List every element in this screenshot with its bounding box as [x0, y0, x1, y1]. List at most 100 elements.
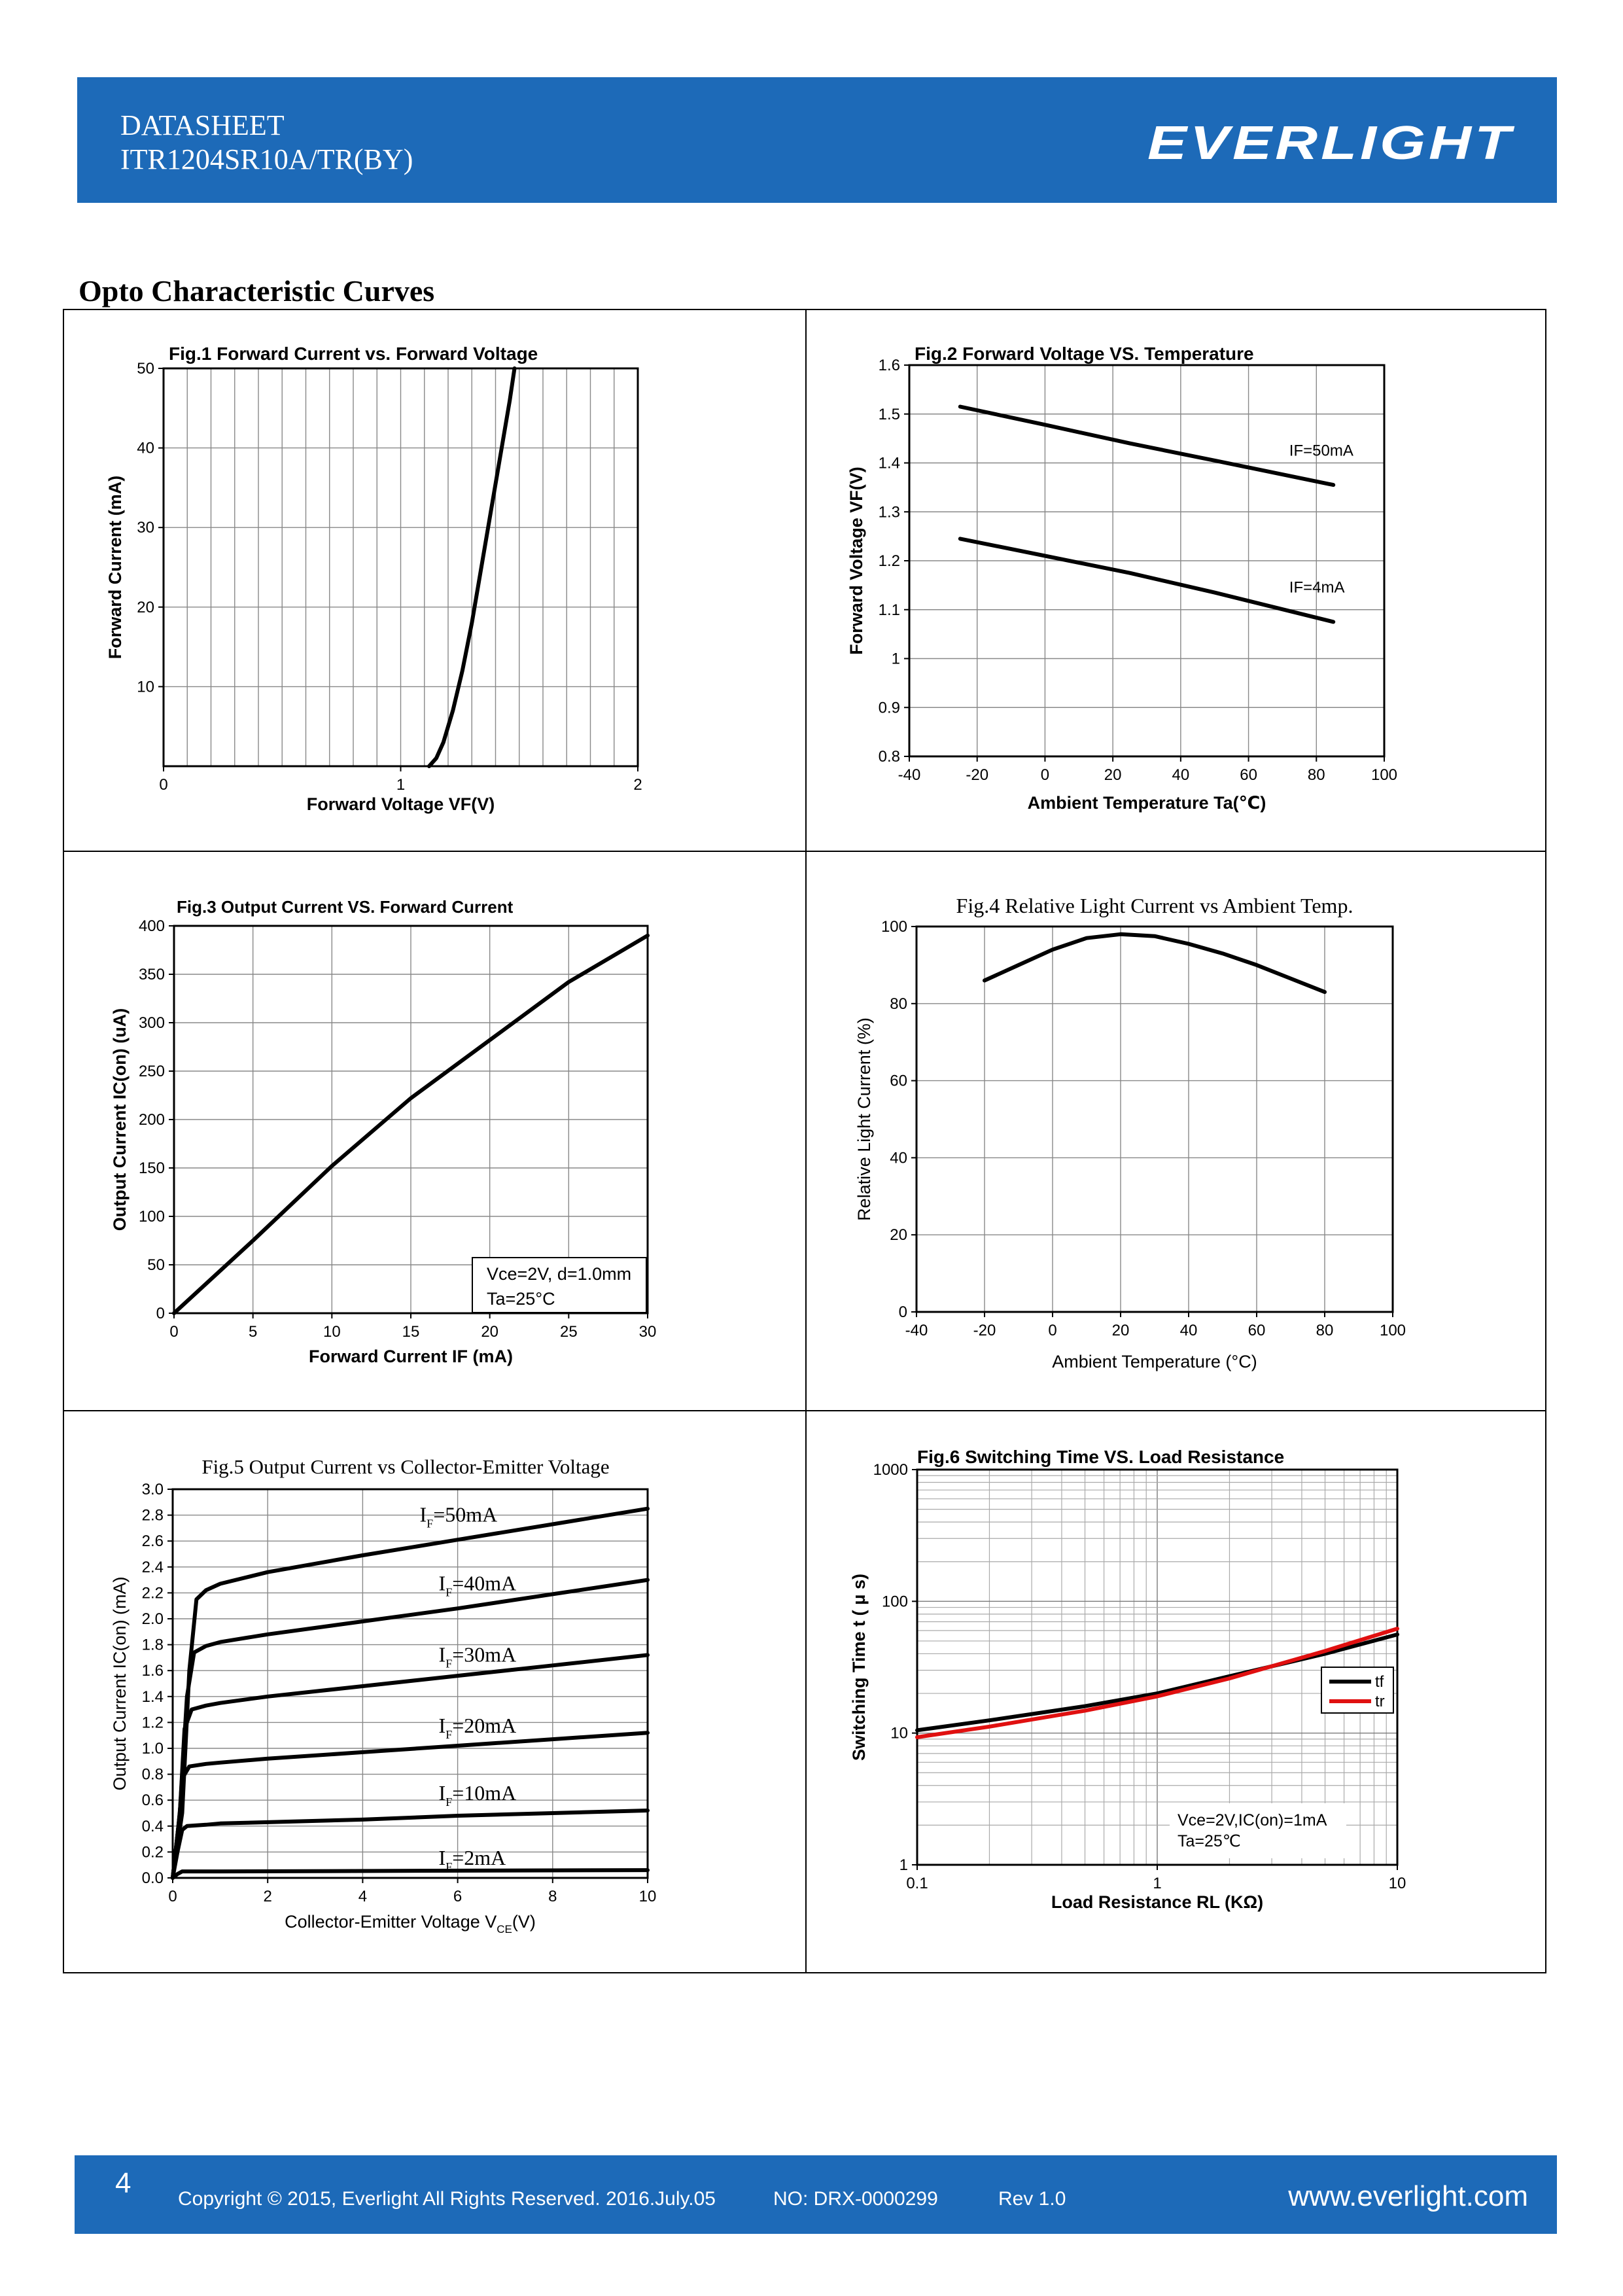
y-tick-label: 50 — [137, 360, 154, 378]
y-tick-label: 2.8 — [142, 1507, 164, 1525]
y-tick-label: 0 — [899, 1303, 907, 1321]
y-tick-label: 1000 — [873, 1461, 908, 1479]
condition-text: Ta=25°C — [487, 1289, 555, 1309]
x-tick-label: 20 — [1112, 1322, 1130, 1339]
y-tick-label: 350 — [139, 966, 165, 983]
y-tick-label: 1.1 — [879, 601, 900, 619]
chart-title: Fig.4 Relative Light Current vs Ambient … — [956, 894, 1353, 917]
everlight-logo: EVERLIGHT — [1147, 117, 1514, 169]
series-line-if — [427, 366, 517, 768]
x-tick-label: 1 — [1153, 1875, 1161, 1892]
grid-divider-row2 — [64, 1410, 1545, 1411]
x-tick-label: 2 — [264, 1888, 272, 1905]
y-axis-label: Output Current IC(on) (uA) — [110, 1008, 130, 1231]
x-tick-label: 0 — [1041, 766, 1049, 784]
x-tick-label: 0 — [169, 1323, 178, 1341]
y-tick-label: 1.5 — [879, 406, 900, 423]
y-tick-label: 1.8 — [142, 1636, 164, 1654]
y-tick-label: 300 — [139, 1014, 165, 1032]
annotation-subscript: F — [445, 1585, 452, 1598]
y-axis-label: Forward Current (mA) — [105, 476, 125, 660]
y-tick-label: 100 — [881, 918, 907, 936]
condition-text: Ta=25℃ — [1178, 1832, 1241, 1850]
chart-title: Fig.5 Output Current vs Collector-Emitte… — [201, 1455, 609, 1478]
x-tick-label: 15 — [402, 1323, 420, 1341]
x-tick-label: 25 — [560, 1323, 578, 1341]
condition-box — [472, 1257, 647, 1313]
y-tick-label: 20 — [137, 599, 154, 616]
x-axis-label-unit: (V) — [512, 1912, 536, 1932]
series-line-if-50ma — [958, 404, 1336, 487]
x-tick-label: 20 — [1104, 766, 1122, 784]
footer-banner: 4 Copyright © 2015, Everlight All Rights… — [75, 2155, 1557, 2234]
x-tick-label: 10 — [1389, 1875, 1406, 1892]
y-tick-label: 1.4 — [142, 1688, 164, 1706]
series-line-ic — [172, 933, 650, 1315]
header-banner: DATASHEET ITR1204SR10A/TR(BY) EVERLIGHT — [77, 77, 1557, 203]
y-tick-label: 2.0 — [142, 1610, 164, 1628]
x-axis-label-subscript: CE — [497, 1923, 512, 1935]
y-tick-label: 100 — [882, 1593, 908, 1610]
y-tick-label: 50 — [147, 1256, 165, 1274]
y-tick-label: 0.0 — [142, 1869, 164, 1887]
legend-label-tf: tf — [1375, 1673, 1384, 1691]
y-tick-label: 1 — [892, 650, 900, 668]
y-tick-label: 20 — [890, 1226, 907, 1244]
y-tick-label: 40 — [890, 1149, 907, 1167]
curve-annotation: IF=30mA — [439, 1642, 517, 1670]
chart-title: Fig.6 Switching Time VS. Load Resistance — [917, 1447, 1284, 1467]
x-tick-label: 0 — [168, 1888, 177, 1905]
website-link[interactable]: www.everlight.com — [1288, 2180, 1528, 2212]
y-tick-label: 30 — [137, 519, 154, 537]
y-axis-label: Forward Voltage VF(V) — [846, 467, 866, 655]
x-axis-label: Ambient Temperature (°C) — [1052, 1352, 1257, 1371]
y-axis-label: Switching Time t ( μ s) — [849, 1574, 869, 1761]
x-axis-label: Forward Voltage VF(V) — [307, 794, 495, 814]
x-axis-label: Ambient Temperature Ta(℃) — [1028, 793, 1266, 813]
y-tick-label: 0.2 — [142, 1843, 164, 1861]
series-line-if-10ma — [171, 1809, 650, 1880]
annotation-value: =2mA — [452, 1846, 506, 1869]
x-tick-label: 6 — [453, 1888, 462, 1905]
series-line-tf — [915, 1633, 1399, 1733]
x-tick-label: 80 — [1316, 1322, 1334, 1339]
x-tick-label: 1 — [396, 776, 405, 794]
datasheet-label: DATASHEET — [120, 109, 285, 141]
page-number: 4 — [115, 2167, 131, 2199]
annotation-value: =40mA — [452, 1571, 516, 1595]
y-tick-label: 1.2 — [879, 552, 900, 570]
y-tick-label: 0.4 — [142, 1818, 164, 1835]
document-title: DATASHEET ITR1204SR10A/TR(BY) — [120, 109, 413, 177]
x-axis-label: Load Resistance RL (KΩ) — [1051, 1892, 1263, 1912]
curve-annotation: IF=50mA — [1289, 442, 1353, 459]
condition-text: Vce=2V, d=1.0mm — [487, 1264, 631, 1284]
y-tick-label: 60 — [890, 1072, 907, 1090]
y-tick-label: 40 — [137, 440, 154, 457]
annotation-value: =10mA — [452, 1781, 516, 1805]
y-tick-label: 1.2 — [142, 1714, 164, 1731]
section-title: Opto Characteristic Curves — [79, 274, 435, 308]
chart-grid — [63, 309, 1546, 1973]
y-tick-label: 80 — [890, 995, 907, 1013]
series-line-if-30ma — [171, 1653, 650, 1880]
y-tick-label: 1 — [899, 1856, 908, 1874]
chart-title: Fig.1 Forward Current vs. Forward Voltag… — [169, 344, 538, 364]
y-tick-label: 0.9 — [879, 699, 900, 716]
y-tick-label: 1.6 — [879, 357, 900, 374]
x-tick-label: 40 — [1180, 1322, 1198, 1339]
y-tick-label: 100 — [139, 1208, 165, 1226]
y-tick-label: 10 — [890, 1725, 908, 1742]
x-tick-label: 0 — [1048, 1322, 1056, 1339]
annotation-subscript: F — [427, 1517, 433, 1530]
series-line-if-2ma — [171, 1868, 650, 1880]
x-tick-label: -20 — [973, 1322, 996, 1339]
annotation-subscript: F — [445, 1728, 452, 1741]
curve-annotation: IF=4mA — [1289, 579, 1345, 597]
annotation-subscript: F — [445, 1860, 452, 1873]
condition-text: Vce=2V,IC(on)=1mA — [1178, 1811, 1327, 1829]
y-tick-label: 0.6 — [142, 1792, 164, 1809]
